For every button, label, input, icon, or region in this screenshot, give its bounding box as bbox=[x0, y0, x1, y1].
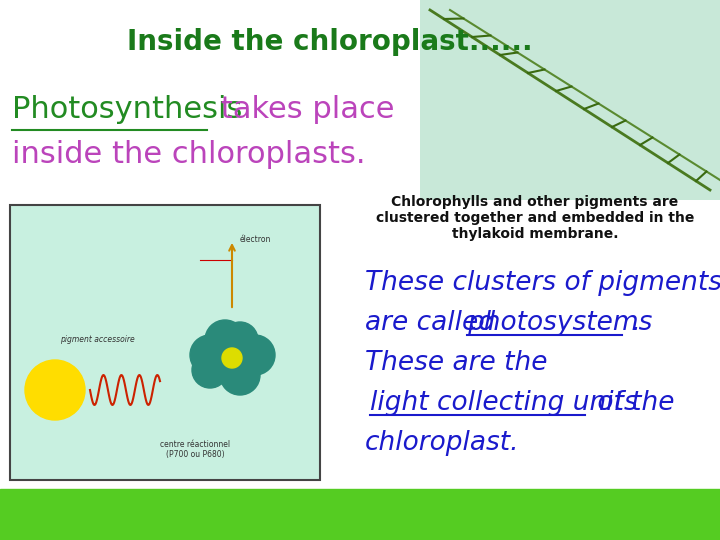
Text: takes place: takes place bbox=[211, 95, 395, 124]
Text: These are the: These are the bbox=[365, 350, 547, 376]
Text: Inside the chloroplast......: Inside the chloroplast...... bbox=[127, 28, 533, 56]
Bar bbox=[10, 205, 320, 480]
Text: of the: of the bbox=[589, 390, 675, 416]
Bar bbox=[0, 489, 720, 540]
Text: light collecting units: light collecting units bbox=[370, 390, 638, 416]
Circle shape bbox=[192, 352, 228, 388]
Text: Chlorophylls and other pigments are
clustered together and embedded in the
thyla: Chlorophylls and other pigments are clus… bbox=[376, 195, 694, 241]
Text: centre réactionnel
(P700 ou P680): centre réactionnel (P700 ou P680) bbox=[160, 440, 230, 460]
Text: électron: électron bbox=[240, 235, 271, 244]
Bar bbox=[420, 0, 720, 200]
Text: .: . bbox=[624, 310, 641, 336]
Text: pigment accessoire: pigment accessoire bbox=[60, 335, 135, 344]
Text: photosystems: photosystems bbox=[467, 310, 652, 336]
Circle shape bbox=[222, 322, 258, 358]
Circle shape bbox=[205, 320, 245, 360]
Circle shape bbox=[25, 360, 85, 420]
Text: Photosynthesis: Photosynthesis bbox=[12, 95, 243, 124]
Circle shape bbox=[190, 335, 230, 375]
Circle shape bbox=[235, 335, 275, 375]
Text: chloroplast.: chloroplast. bbox=[365, 430, 520, 456]
Circle shape bbox=[220, 355, 260, 395]
Circle shape bbox=[222, 348, 242, 368]
Text: are called: are called bbox=[365, 310, 503, 336]
Text: These clusters of pigments: These clusters of pigments bbox=[365, 270, 720, 296]
Text: inside the chloroplasts.: inside the chloroplasts. bbox=[12, 140, 366, 169]
